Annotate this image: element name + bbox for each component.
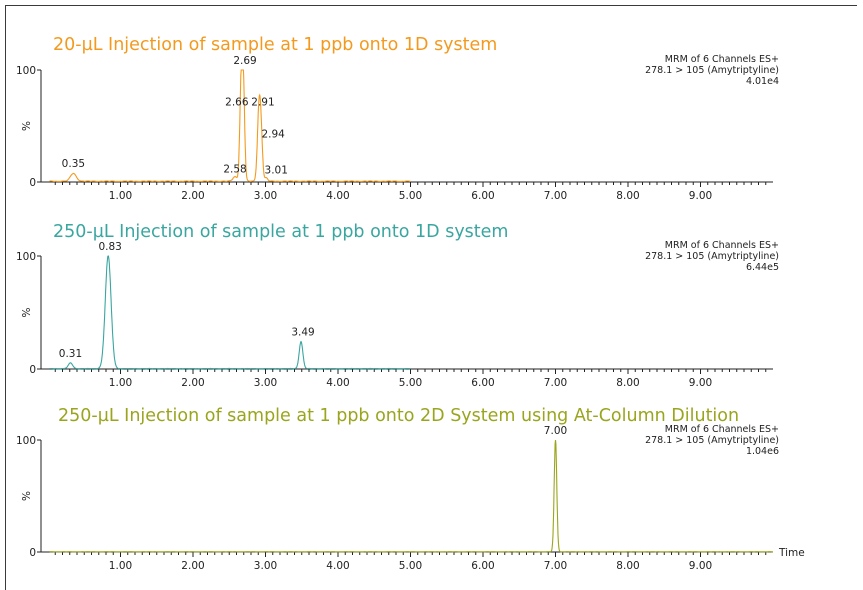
x-tick-label: 9.00 <box>689 377 712 389</box>
peak-label: 0.31 <box>59 348 82 360</box>
peak-label: 0.35 <box>62 158 85 170</box>
instrument-info-line: MRM of 6 Channels ES+ <box>665 240 779 251</box>
instrument-info-line: MRM of 6 Channels ES+ <box>665 54 779 65</box>
x-tick-label: 2.00 <box>181 560 204 572</box>
panel-title: 250-µL Injection of sample at 1 ppb onto… <box>53 222 508 242</box>
x-tick-label: 9.00 <box>689 190 712 202</box>
y-tick-label: 100 <box>16 65 36 77</box>
x-tick-label: 8.00 <box>616 560 639 572</box>
instrument-info-line: 278.1 > 105 (Amytriptyline) <box>645 65 779 76</box>
x-tick-label: 2.00 <box>181 190 204 202</box>
instrument-info-line: 6.44e5 <box>746 262 779 273</box>
y-tick-label: 0 <box>29 547 36 559</box>
x-tick-label: 6.00 <box>471 377 494 389</box>
x-tick-label: 4.00 <box>326 377 349 389</box>
x-tick-label: 6.00 <box>471 560 494 572</box>
peak-label: 0.83 <box>98 241 121 253</box>
x-tick-label: 8.00 <box>616 377 639 389</box>
panel-title: 250-µL Injection of sample at 1 ppb onto… <box>58 406 739 426</box>
y-axis-label: % <box>21 307 33 317</box>
y-tick-label: 100 <box>16 251 36 263</box>
peak-label: 2.58 <box>223 163 246 175</box>
x-tick-label: 4.00 <box>326 190 349 202</box>
chromatogram-panel-1: 20-µL Injection of sample at 1 ppb onto … <box>16 35 779 202</box>
x-tick-label: 1.00 <box>109 560 132 572</box>
x-tick-label: 1.00 <box>109 190 132 202</box>
instrument-info-line: 4.01e4 <box>746 76 779 87</box>
instrument-info-line: 1.04e6 <box>746 446 779 457</box>
instrument-info-line: MRM of 6 Channels ES+ <box>665 424 779 435</box>
chromatogram-trace <box>49 69 411 182</box>
x-tick-label: 5.00 <box>399 377 422 389</box>
peak-label: 2.94 <box>261 129 285 141</box>
x-tick-label: 9.00 <box>689 560 712 572</box>
peak-label: 7.00 <box>544 425 567 437</box>
peak-label: 2.66 <box>225 96 249 108</box>
chromatogram-panel-2: 250-µL Injection of sample at 1 ppb onto… <box>16 222 779 389</box>
instrument-info-line: 278.1 > 105 (Amytriptyline) <box>645 435 779 446</box>
x-tick-label: 8.00 <box>616 190 639 202</box>
y-tick-label: 100 <box>16 435 36 447</box>
peak-label: 3.01 <box>265 165 288 177</box>
x-tick-label: 3.00 <box>254 190 277 202</box>
chromatogram-trace <box>49 439 773 553</box>
x-tick-label: 7.00 <box>544 190 567 202</box>
x-axis-label: Time <box>778 547 805 559</box>
x-tick-label: 5.00 <box>399 560 422 572</box>
y-tick-label: 0 <box>29 364 36 376</box>
x-tick-label: 3.00 <box>254 377 277 389</box>
x-tick-label: 5.00 <box>399 190 422 202</box>
chromatogram-frame <box>5 5 857 590</box>
y-axis-label: % <box>21 491 33 501</box>
x-tick-label: 7.00 <box>544 377 567 389</box>
x-tick-label: 2.00 <box>181 377 204 389</box>
y-axis-label: % <box>21 121 33 131</box>
peak-label: 2.91 <box>251 96 274 108</box>
panel-title: 20-µL Injection of sample at 1 ppb onto … <box>53 35 497 55</box>
chromatogram-panel-3: 250-µL Injection of sample at 1 ppb onto… <box>16 406 805 572</box>
y-tick-label: 0 <box>29 177 36 189</box>
peak-label: 2.69 <box>233 55 256 67</box>
peak-label: 3.49 <box>291 326 314 338</box>
instrument-info-line: 278.1 > 105 (Amytriptyline) <box>645 251 779 262</box>
x-tick-label: 6.00 <box>471 190 494 202</box>
chromatogram-trace <box>49 255 411 370</box>
x-tick-label: 7.00 <box>544 560 567 572</box>
x-tick-label: 4.00 <box>326 560 349 572</box>
x-tick-label: 3.00 <box>254 560 277 572</box>
x-tick-label: 1.00 <box>109 377 132 389</box>
